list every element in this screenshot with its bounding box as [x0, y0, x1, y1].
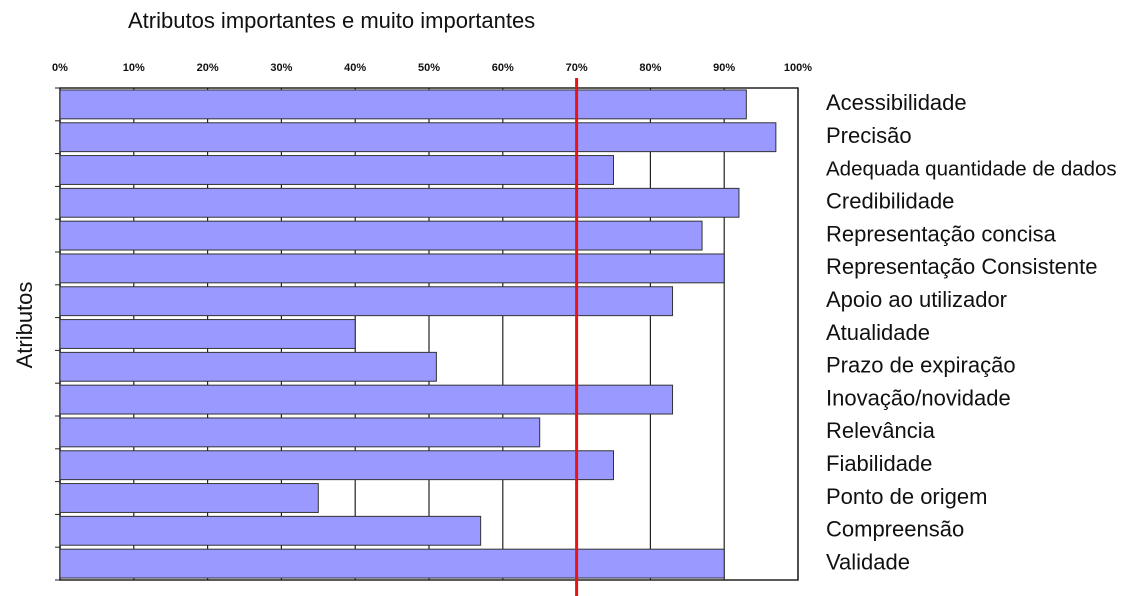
bar [59, 253, 725, 284]
x-tick-label: 60% [492, 62, 514, 74]
x-tick-label: 0% [52, 62, 68, 74]
bar [59, 384, 674, 415]
category-label: Credibilidade [826, 189, 954, 214]
bar [59, 319, 356, 349]
bar [59, 155, 614, 185]
category-label: Atualidade [826, 320, 930, 345]
bar [59, 187, 740, 218]
x-tick-label: 50% [418, 62, 440, 74]
category-label: Fiabilidade [826, 451, 932, 476]
x-tick-label: 10% [123, 62, 145, 74]
category-label: Inovação/novidade [826, 385, 1011, 410]
bar [59, 548, 725, 579]
x-tick-label: 40% [344, 62, 366, 74]
category-label: Representação Consistente [826, 254, 1098, 279]
category-label: Acessibilidade [826, 90, 967, 115]
bar [59, 450, 614, 481]
chart-title: Atributos importantes e muito importante… [128, 8, 535, 33]
bar [59, 122, 777, 153]
category-label: Apoio ao utilizador [826, 287, 1007, 312]
category-label: Ponto de origem [826, 484, 987, 509]
category-label: Precisão [826, 123, 912, 148]
bar [59, 286, 674, 317]
x-tick-label: 70% [566, 62, 588, 74]
category-label: Adequada quantidade de dados [826, 157, 1117, 180]
category-label: Prazo de expiração [826, 353, 1016, 378]
bar [59, 515, 482, 546]
x-tick-label: 20% [197, 62, 219, 74]
bar [59, 417, 541, 448]
category-label: Representação concisa [826, 221, 1057, 246]
x-tick-label: 90% [713, 62, 735, 74]
x-tick-label: 80% [639, 62, 661, 74]
x-tick-label: 100% [784, 62, 812, 74]
bar [59, 220, 703, 251]
bar [59, 351, 437, 382]
y-axis-label: Atributos [12, 282, 37, 369]
category-label: Compreensão [826, 517, 964, 542]
category-label: Validade [826, 549, 910, 574]
category-label: Relevância [826, 418, 936, 443]
bar [59, 483, 319, 513]
bar [59, 89, 747, 120]
x-tick-label: 30% [270, 62, 292, 74]
